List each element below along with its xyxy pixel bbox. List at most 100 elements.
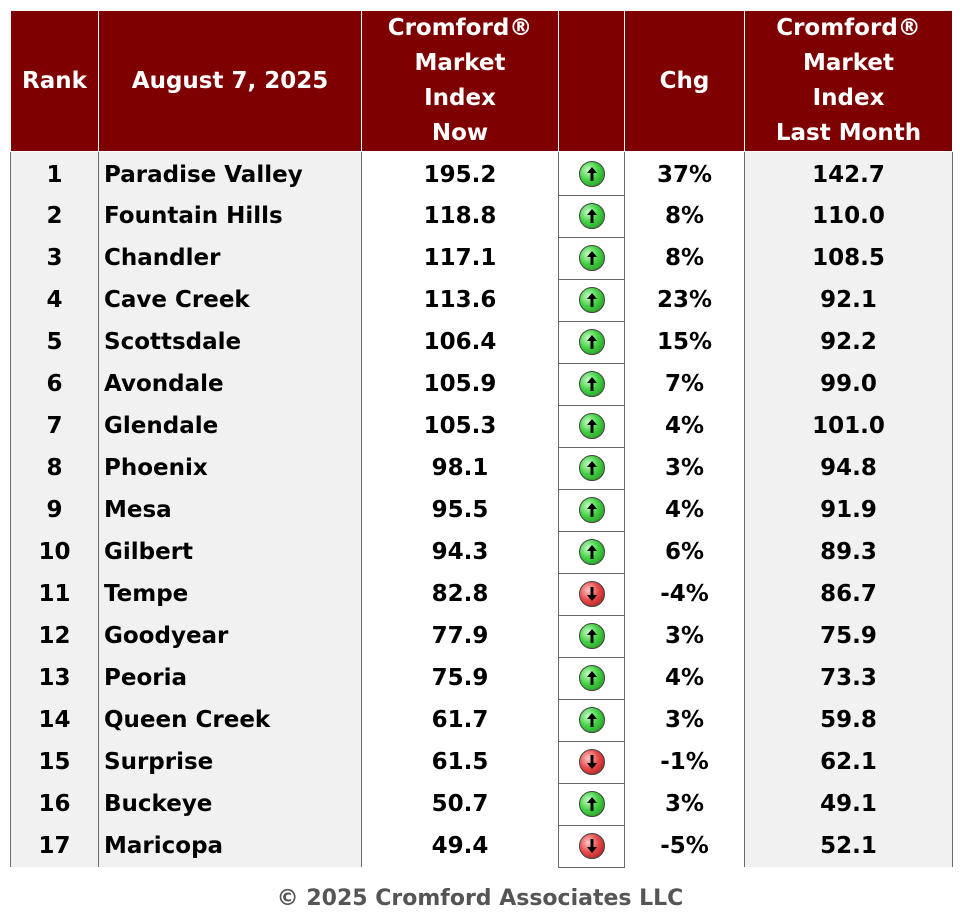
city-cell: Surprise [98, 741, 362, 783]
index-now-cell: 82.8 [361, 573, 559, 615]
city-cell: Cave Creek [98, 279, 362, 321]
green-up-arrow-icon [578, 413, 605, 440]
table-row: 15 Surprise 61.5 -1% 62.1 [10, 741, 953, 784]
city-cell: Goodyear [98, 615, 362, 657]
green-up-arrow-icon [578, 287, 605, 314]
rank-cell: 11 [10, 573, 99, 615]
change-cell: 23% [624, 279, 745, 321]
change-cell: 4% [624, 657, 745, 699]
index-last-month-cell: 86.7 [744, 573, 953, 615]
table-row: 17 Maricopa 49.4 -5% 52.1 [10, 825, 953, 868]
rank-cell: 3 [10, 237, 99, 279]
header-change: Chg [624, 10, 745, 152]
header-date: August 7, 2025 [98, 10, 362, 152]
city-cell: Peoria [98, 657, 362, 699]
change-cell: 6% [624, 531, 745, 573]
header-index-now-line: Cromford® [387, 15, 533, 41]
index-now-cell: 61.5 [361, 741, 559, 783]
index-last-month-cell: 73.3 [744, 657, 953, 699]
direction-cell [558, 279, 625, 322]
direction-cell [558, 657, 625, 700]
header-index-last-line: Cromford® [776, 15, 921, 41]
change-cell: 8% [624, 237, 745, 279]
rank-cell: 15 [10, 741, 99, 783]
city-cell: Scottsdale [98, 321, 362, 363]
red-down-arrow-icon [578, 749, 605, 776]
index-now-cell: 195.2 [361, 151, 559, 195]
header-index-now-line: Index [424, 85, 496, 111]
change-cell: 3% [624, 699, 745, 741]
rank-cell: 2 [10, 195, 99, 237]
city-cell: Maricopa [98, 825, 362, 867]
rank-cell: 9 [10, 489, 99, 531]
rank-cell: 5 [10, 321, 99, 363]
city-cell: Phoenix [98, 447, 362, 489]
city-cell: Fountain Hills [98, 195, 362, 237]
header-rank: Rank [10, 10, 99, 152]
index-last-month-cell: 110.0 [744, 195, 953, 237]
table-row: 7 Glendale 105.3 4% 101.0 [10, 405, 953, 448]
table-body: 1 Paradise Valley 195.2 37% 142.7 2 Fountain H… [10, 151, 953, 868]
index-now-cell: 113.6 [361, 279, 559, 321]
direction-cell [558, 825, 625, 868]
green-up-arrow-icon [578, 665, 605, 692]
rank-cell: 17 [10, 825, 99, 867]
table-row: 10 Gilbert 94.3 6% 89.3 [10, 531, 953, 574]
green-up-arrow-icon [578, 203, 605, 230]
green-up-arrow-icon [578, 497, 605, 524]
index-now-cell: 50.7 [361, 783, 559, 825]
header-index-last-line: Index [812, 85, 885, 111]
table-row: 1 Paradise Valley 195.2 37% 142.7 [10, 151, 953, 196]
change-cell: 3% [624, 615, 745, 657]
change-cell: 4% [624, 489, 745, 531]
green-up-arrow-icon [578, 623, 605, 650]
green-up-arrow-icon [578, 455, 605, 482]
change-cell: -4% [624, 573, 745, 615]
index-now-cell: 105.9 [361, 363, 559, 405]
header-index-now: Cromford® Market Index Now [361, 10, 559, 152]
table-row: 16 Buckeye 50.7 3% 49.1 [10, 783, 953, 826]
copyright-notice: © 2025 Cromford Associates LLC [276, 886, 684, 911]
change-cell: 3% [624, 447, 745, 489]
index-last-month-cell: 91.9 [744, 489, 953, 531]
direction-cell [558, 151, 625, 196]
table-row: 14 Queen Creek 61.7 3% 59.8 [10, 699, 953, 742]
city-cell: Avondale [98, 363, 362, 405]
change-cell: 4% [624, 405, 745, 447]
city-cell: Tempe [98, 573, 362, 615]
change-cell: 37% [624, 151, 745, 195]
index-now-cell: 105.3 [361, 405, 559, 447]
header-index-last-line: Last Month [775, 120, 922, 146]
direction-cell [558, 699, 625, 742]
rank-cell: 12 [10, 615, 99, 657]
table-row: 6 Avondale 105.9 7% 99.0 [10, 363, 953, 406]
green-up-arrow-icon [578, 160, 605, 187]
direction-cell [558, 405, 625, 448]
change-cell: 7% [624, 363, 745, 405]
table-row: 13 Peoria 75.9 4% 73.3 [10, 657, 953, 700]
index-last-month-cell: 59.8 [744, 699, 953, 741]
change-cell: -1% [624, 741, 745, 783]
direction-cell [558, 363, 625, 406]
green-up-arrow-icon [578, 707, 605, 734]
header-row: Rank August 7, 2025 Cromford® Market Ind… [10, 10, 953, 152]
city-cell: Buckeye [98, 783, 362, 825]
index-last-month-cell: 52.1 [744, 825, 953, 867]
city-cell: Chandler [98, 237, 362, 279]
green-up-arrow-icon [578, 539, 605, 566]
index-last-month-cell: 142.7 [744, 151, 953, 195]
rank-cell: 4 [10, 279, 99, 321]
index-now-cell: 118.8 [361, 195, 559, 237]
red-down-arrow-icon [578, 833, 605, 860]
direction-cell [558, 573, 625, 616]
index-now-cell: 95.5 [361, 489, 559, 531]
index-last-month-cell: 92.1 [744, 279, 953, 321]
rank-cell: 1 [10, 151, 99, 195]
index-now-cell: 77.9 [361, 615, 559, 657]
direction-cell [558, 447, 625, 490]
index-last-month-cell: 89.3 [744, 531, 953, 573]
city-cell: Paradise Valley [98, 151, 362, 195]
green-up-arrow-icon [578, 329, 605, 356]
green-up-arrow-icon [578, 245, 605, 272]
index-last-month-cell: 49.1 [744, 783, 953, 825]
